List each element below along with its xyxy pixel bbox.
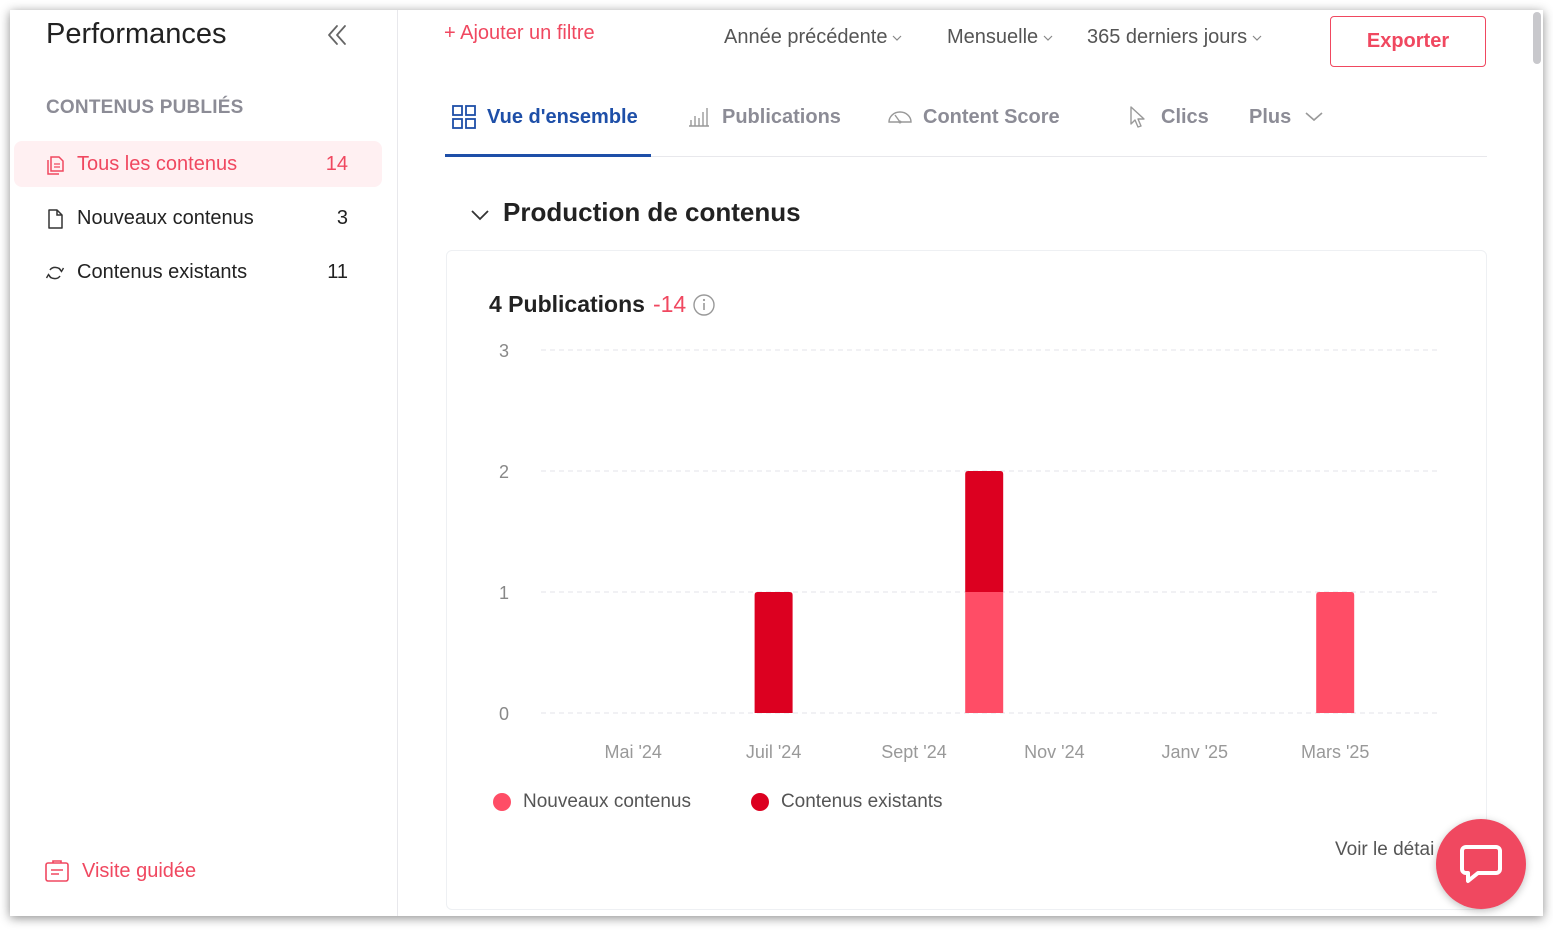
info-icon[interactable]	[692, 293, 716, 317]
sidebar-item-label: Tous les contenus	[77, 153, 238, 175]
chevron-down-icon	[1043, 35, 1053, 41]
compare-period-value: Année précédente	[724, 26, 888, 48]
see-detail-link[interactable]: Voir le détai	[1335, 839, 1435, 860]
gauge-icon	[888, 111, 912, 124]
refresh-icon	[45, 266, 65, 280]
chevron-down-icon	[1252, 35, 1262, 41]
y-tick-label: 3	[499, 341, 509, 361]
x-tick-label: Nov '24	[1024, 742, 1084, 762]
bar-existing[interactable]	[754, 592, 793, 713]
granularity-dropdown[interactable]: Mensuelle	[947, 26, 1054, 49]
x-tick-label: Sept '24	[881, 742, 947, 762]
clipboard-icon	[45, 860, 69, 882]
sidebar-item-count: 11	[327, 261, 348, 283]
bar-chart-icon	[689, 108, 709, 127]
section-collapse-toggle[interactable]	[469, 204, 491, 226]
export-button[interactable]: Exporter	[1330, 16, 1486, 67]
chevron-down-icon	[1305, 112, 1323, 122]
tab-label: Plus	[1249, 106, 1292, 128]
granularity-value: Mensuelle	[947, 26, 1039, 48]
legend-dot	[493, 793, 511, 811]
x-tick-label: Mai '24	[604, 742, 661, 762]
legend-item-new[interactable]: Nouveaux contenus	[493, 791, 691, 813]
x-tick-label: Juil '24	[746, 742, 801, 762]
tab-bar: Vue d'ensemble Publications Content Scor…	[445, 96, 1487, 157]
sidebar-section-label: CONTENUS PUBLIÉS	[46, 97, 244, 118]
x-tick-label: Mars '25	[1301, 742, 1369, 762]
sidebar: Performances CONTENUS PUBLIÉS Tous les c…	[10, 10, 398, 916]
sidebar-item-new-content[interactable]: Nouveaux contenus 3	[14, 195, 382, 241]
compare-period-dropdown[interactable]: Année précédente	[724, 26, 903, 49]
publications-delta: -14	[652, 291, 687, 317]
period-dropdown[interactable]: 365 derniers jours	[1087, 26, 1263, 49]
sidebar-item-count: 14	[325, 153, 348, 175]
tab-publications[interactable]: Publications	[686, 96, 841, 157]
add-filter-button[interactable]: + Ajouter un filtre	[444, 22, 595, 44]
y-tick-label: 2	[499, 462, 509, 482]
publications-total: 4 Publications	[489, 291, 645, 317]
publications-chart: 0 1 2 3 Mai '24 Juil '24 Sept '24 Nov '24 Janv '…	[499, 341, 1437, 762]
tab-label: Vue d'ensemble	[487, 106, 638, 128]
sidebar-item-label: Nouveaux contenus	[77, 207, 254, 229]
bar-existing[interactable]	[965, 471, 1004, 592]
chart-header: 4 Publications -14	[489, 291, 716, 318]
documents-icon	[47, 156, 64, 175]
legend-label: Nouveaux contenus	[523, 791, 691, 812]
sidebar-item-count: 3	[336, 207, 348, 229]
tab-content-score[interactable]: Content Score	[887, 96, 1060, 157]
section-title: Production de contenus	[503, 197, 801, 227]
y-tick-label: 1	[499, 583, 509, 603]
chart-legend: Nouveaux contenus Contenus existants	[493, 791, 1003, 813]
collapse-sidebar-button[interactable]	[324, 22, 350, 48]
chat-bubble-icon	[1460, 845, 1502, 883]
chat-button[interactable]	[1436, 819, 1526, 909]
double-chevron-left-icon	[328, 25, 346, 45]
sidebar-item-label: Contenus existants	[77, 261, 248, 283]
scrollbar[interactable]	[1533, 12, 1541, 64]
cursor-icon	[1130, 106, 1145, 128]
legend-dot	[750, 793, 769, 811]
tab-label: Publications	[722, 106, 841, 128]
sidebar-item-existing-content[interactable]: Contenus existants 11	[14, 249, 382, 295]
tab-clicks[interactable]: Clics	[1125, 96, 1209, 157]
bar-new[interactable]	[1316, 592, 1355, 713]
bar-new[interactable]	[965, 592, 1004, 713]
legend-item-existing[interactable]: Contenus existants	[750, 791, 943, 813]
document-icon	[48, 209, 63, 229]
legend-label: Contenus existants	[780, 791, 943, 812]
sidebar-title: Performances	[46, 18, 227, 50]
chevron-down-icon	[471, 210, 489, 221]
y-tick-label: 0	[499, 704, 509, 724]
sidebar-item-all-content[interactable]: Tous les contenus 14	[14, 141, 382, 187]
chart-card: 4 Publications -14 0 1 2 3 Mai '24 Juil '24 Se…	[446, 250, 1487, 910]
tab-overview[interactable]: Vue d'ensemble	[445, 96, 651, 157]
tab-label: Clics	[1161, 106, 1209, 128]
tab-more[interactable]: Plus	[1249, 96, 1325, 157]
app-frame: Performances CONTENUS PUBLIÉS Tous les c…	[10, 10, 1543, 916]
guided-tour-link[interactable]: Visite guidée	[44, 858, 196, 884]
grid-icon	[452, 105, 476, 129]
guided-tour-label: Visite guidée	[82, 859, 197, 882]
tab-label: Content Score	[923, 106, 1060, 128]
chevron-down-icon	[893, 35, 902, 41]
period-value: 365 derniers jours	[1087, 26, 1248, 48]
x-tick-label: Janv '25	[1162, 742, 1228, 762]
